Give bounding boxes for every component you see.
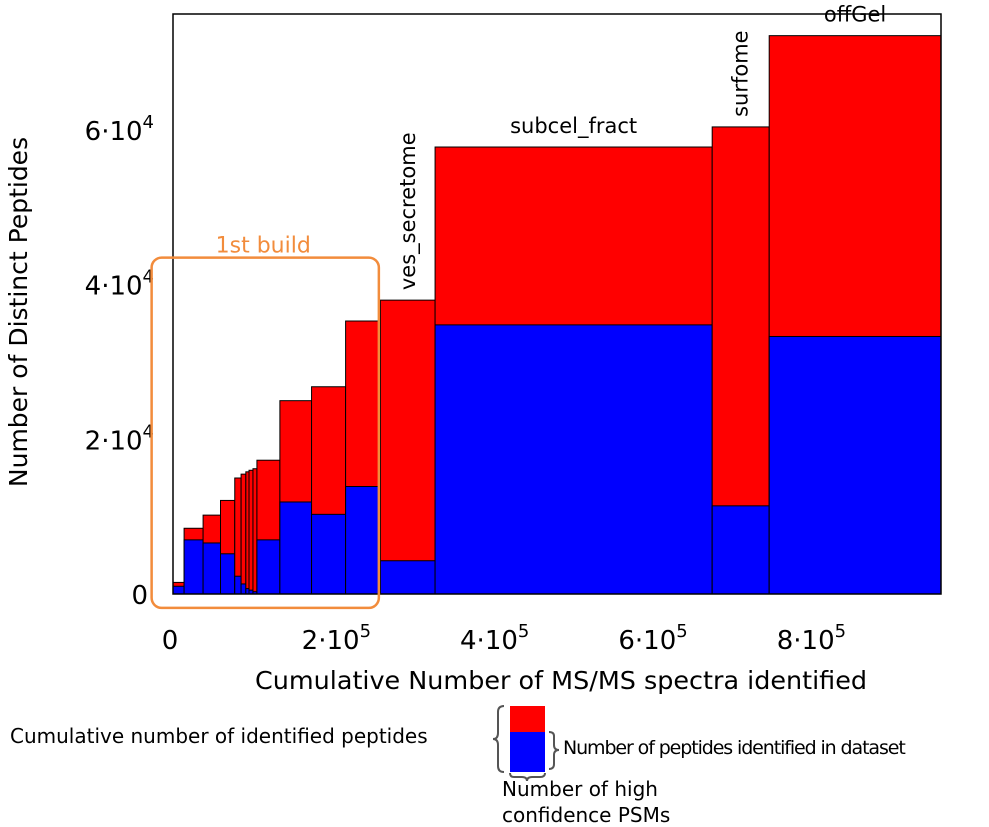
x-tick-label-4: 8·105 bbox=[777, 621, 846, 656]
bar-dataset-16 bbox=[768, 335, 942, 595]
y-tick-label-1: 2·104 bbox=[85, 421, 154, 456]
bar-dataset-15 bbox=[711, 505, 770, 595]
legend-dataset-label: Number of peptides identified in dataset bbox=[563, 737, 906, 759]
bar-cumulative-5 bbox=[240, 473, 247, 595]
first-build-box bbox=[150, 256, 381, 610]
bar-dataset-14 bbox=[434, 324, 713, 595]
x-tick-label-2: 4·105 bbox=[460, 621, 529, 656]
bar-cumulative-8 bbox=[252, 468, 258, 595]
ticks-layer: 0 2·105 4·105 6·105 8·105 0 2·104 4·104 6·104 bbox=[85, 112, 846, 656]
dataset-labels: ves_secretome subcel_fract surfome offGel bbox=[396, 3, 887, 290]
legend-right-brace-icon bbox=[548, 731, 560, 770]
dataset-label-3: offGel bbox=[824, 3, 886, 27]
bar-dataset-9 bbox=[256, 539, 281, 595]
bar-dataset-13 bbox=[379, 560, 436, 595]
bar-cumulative-13 bbox=[379, 299, 436, 595]
legend-bottom-brace-icon bbox=[509, 772, 546, 782]
legend-cumulative-swatch bbox=[510, 706, 545, 732]
bar-dataset-3 bbox=[220, 553, 236, 595]
y-axis-label: Number of Distinct Peptides bbox=[4, 137, 33, 487]
x-tick-label-0: 0 bbox=[162, 626, 179, 656]
plot-frame bbox=[172, 13, 942, 595]
bar-dataset-4 bbox=[234, 575, 242, 595]
legend-dataset-swatch bbox=[510, 732, 545, 772]
y-tick-label-2: 4·104 bbox=[85, 267, 154, 302]
bar-dataset-1 bbox=[183, 539, 204, 595]
bar-dataset-12 bbox=[345, 486, 381, 595]
legend-psm-label-line2: confidence PSMs bbox=[502, 803, 671, 827]
dataset-label-2: surfome bbox=[729, 30, 753, 117]
legend-psm-label-line1: Number of high bbox=[502, 777, 658, 801]
bar-dataset-0 bbox=[172, 585, 185, 595]
x-axis-label: Cumulative Number of MS/MS spectra ident… bbox=[255, 666, 867, 695]
x-tick-label-1: 2·105 bbox=[302, 621, 371, 656]
bar-dataset-11 bbox=[311, 513, 347, 595]
bar-cumulative-7 bbox=[248, 469, 254, 595]
y-tick-label-3: 6·104 bbox=[85, 112, 154, 147]
bar-dataset-5 bbox=[240, 583, 247, 595]
bars-layer bbox=[172, 35, 942, 595]
legend-left-brace-icon bbox=[492, 705, 505, 773]
dataset-label-1: subcel_fract bbox=[510, 114, 637, 139]
x-tick-label-3: 6·105 bbox=[618, 621, 687, 656]
dataset-label-0: ves_secretome bbox=[396, 132, 421, 290]
first-build-label: 1st build bbox=[216, 234, 311, 259]
legend-cumulative-label: Cumulative number of identified peptides bbox=[10, 724, 428, 748]
bar-dataset-2 bbox=[202, 542, 222, 595]
y-tick-label-0: 0 bbox=[131, 581, 148, 611]
bar-dataset-10 bbox=[279, 501, 313, 595]
